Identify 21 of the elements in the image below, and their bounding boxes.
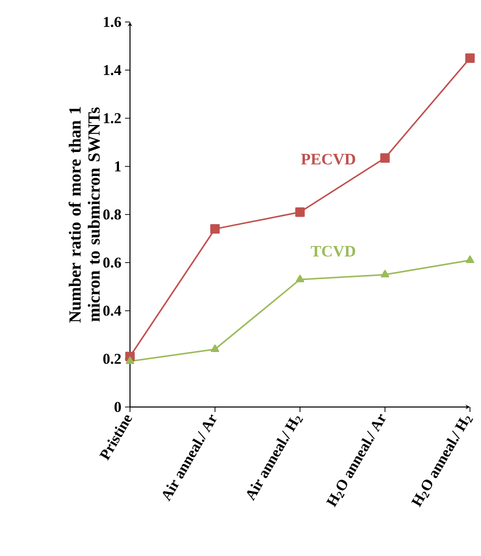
y-tick-label: 1.4	[104, 65, 122, 76]
point	[380, 270, 390, 278]
point	[465, 53, 475, 63]
y-tick-label: 1	[115, 161, 121, 172]
y-tick-label: 0	[114, 402, 121, 412]
y-tick-label: 0.8	[103, 209, 121, 220]
y-tick-label: 0.6	[103, 258, 122, 268]
y-axis-title: Number ratio of more than 1 micron to submicron SWNTs	[68, 106, 100, 323]
point	[380, 153, 390, 163]
point	[210, 224, 220, 234]
point	[126, 356, 134, 364]
y-tick-label: 0.4	[103, 306, 122, 316]
y-tick-label: 1.6	[104, 16, 122, 28]
point	[295, 207, 305, 217]
series-label: PECVD	[301, 154, 356, 165]
series-label: TCVD	[310, 246, 356, 257]
point	[210, 344, 220, 352]
y-tick-label: 1.2	[104, 113, 121, 124]
y-tick-label: 0.2	[103, 354, 121, 364]
point	[466, 255, 474, 263]
point	[296, 274, 304, 282]
